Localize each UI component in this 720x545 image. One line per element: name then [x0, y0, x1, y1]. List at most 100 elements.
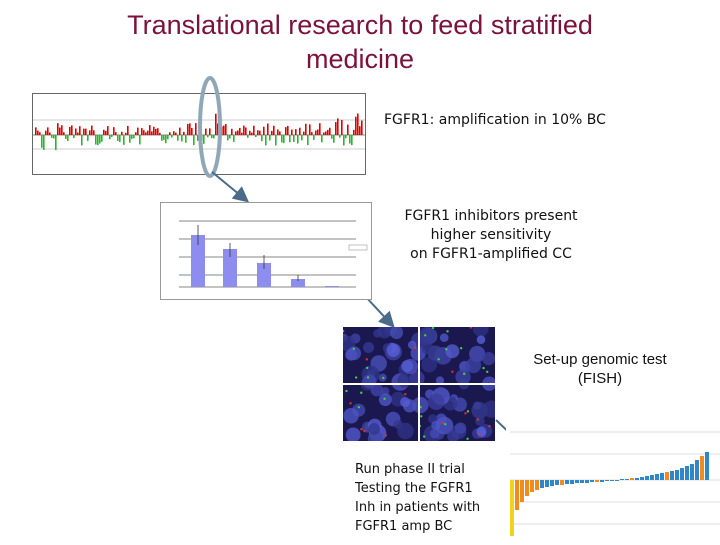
fish-signal [444, 423, 447, 426]
bar-5 [325, 286, 339, 287]
cnv-segment [109, 135, 111, 140]
title-line-1: Translational research to feed stratifie… [127, 10, 593, 40]
cnv-segment [153, 126, 155, 135]
cnv-segment [155, 128, 157, 135]
cnv-segment [181, 135, 183, 142]
fish-signal [482, 366, 485, 370]
cnv-segment [267, 123, 269, 135]
cnv-segment [101, 135, 103, 142]
bar-3 [257, 263, 271, 287]
waterfall-bar [595, 480, 599, 482]
waterfall-bar [650, 475, 654, 480]
waterfall-bar [530, 480, 534, 492]
cell-nucleus [476, 426, 487, 437]
waterfall-bar [620, 479, 624, 480]
cell-nucleus [455, 369, 471, 385]
cnv-segment [317, 129, 319, 135]
cnv-segment [189, 123, 191, 135]
waterfall-bar [570, 480, 574, 484]
fish-signal [366, 366, 369, 370]
cnv-segment [81, 135, 83, 146]
copy-number-bars [35, 113, 363, 151]
cnv-segment [243, 125, 245, 135]
cell-nucleus [397, 373, 412, 388]
caption-trial-line-4: FGFR1 amp BC [355, 519, 453, 534]
cnv-segment [331, 135, 333, 139]
cnv-segment [173, 131, 175, 135]
cnv-segment [49, 132, 51, 135]
cell-nucleus [368, 423, 381, 435]
sensitivity-bar-chart [160, 202, 372, 300]
fish-signal [462, 372, 466, 376]
cnv-segment [127, 125, 129, 135]
cnv-segment [37, 130, 39, 135]
cnv-segment [305, 123, 307, 135]
fish-signal [424, 334, 427, 337]
cnv-segment [113, 127, 115, 135]
caption-trial-line-3: Inh in patients with [355, 500, 481, 515]
cnv-segment [337, 118, 339, 135]
cnv-segment [47, 127, 49, 135]
cnv-segment [321, 135, 323, 143]
fish-signal [451, 370, 454, 373]
cnv-segment [93, 130, 95, 135]
cell-nucleus [435, 376, 445, 385]
cell-nucleus [421, 342, 434, 355]
fish-signal [437, 358, 440, 361]
cnv-segment [135, 132, 137, 135]
fish-signal [352, 347, 355, 351]
waterfall-bars [510, 431, 720, 536]
cnv-segment [255, 135, 257, 138]
cnv-segment [225, 123, 227, 135]
cnv-segment [253, 125, 255, 135]
fish-signal [365, 358, 368, 361]
waterfall-bar [675, 470, 679, 480]
caption-test-line-1: Set-up genomic test [533, 351, 667, 368]
fish-signal [446, 330, 449, 333]
fish-signal [404, 392, 407, 396]
waterfall-bar [555, 480, 559, 485]
fish-signal [349, 402, 352, 405]
title-line-2: medicine [305, 44, 415, 74]
fish-signal [360, 428, 363, 431]
cnv-segment [69, 126, 71, 135]
cnv-segment [35, 127, 37, 135]
cnv-segment [89, 130, 91, 135]
cnv-segment [275, 135, 277, 146]
fish-signal [441, 421, 444, 425]
waterfall-bar [580, 480, 584, 483]
cnv-segment [361, 120, 363, 135]
fish-signal [486, 370, 489, 374]
cnv-segment [67, 135, 69, 142]
cnv-segment [129, 135, 131, 143]
cnv-segment [111, 135, 113, 137]
waterfall-bar [660, 473, 664, 480]
cnv-segment [293, 135, 295, 142]
cell-nucleus [386, 343, 400, 357]
waterfall-bar [560, 480, 564, 485]
cnv-segment [119, 135, 121, 143]
waterfall-bar [705, 452, 709, 480]
fish-signal [488, 424, 491, 428]
cnv-segment [151, 131, 153, 135]
cnv-segment [59, 127, 61, 135]
fish-signal [345, 389, 348, 393]
waterfall-bar [520, 480, 524, 502]
cell-nucleus [418, 326, 436, 345]
cnv-segment [169, 132, 171, 135]
waterfall-bar [635, 478, 639, 480]
fish-signal [459, 346, 463, 350]
caption-inhibitors-line-1: FGFR1 inhibitors present [404, 208, 578, 224]
fish-signal [382, 376, 385, 380]
cnv-segment [91, 125, 93, 135]
cnv-segment [197, 135, 199, 141]
cnv-segment [235, 131, 237, 135]
cnv-segment [359, 126, 361, 135]
cnv-segment [77, 132, 79, 135]
cnv-segment [73, 135, 75, 139]
fish-signal [476, 418, 480, 421]
cnv-segment [299, 127, 301, 135]
cnv-segment [315, 130, 317, 135]
cnv-segment [95, 135, 97, 145]
cnv-segment [213, 135, 215, 139]
